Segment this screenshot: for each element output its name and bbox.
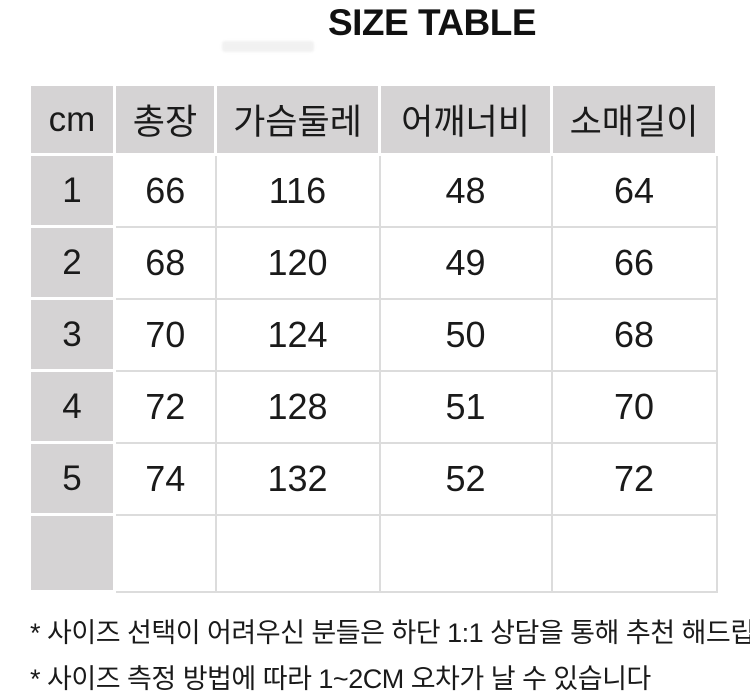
measurement-cell (214, 513, 381, 593)
footnote-measurement-tolerance: * 사이즈 측정 방법에 따라 1~2CM 오차가 날 수 있습니다 (30, 664, 651, 694)
size-label-cell: 5 (28, 441, 116, 516)
column-header-chest: 가슴둘레 (214, 83, 381, 156)
measurement-cell (378, 513, 553, 593)
measurement-cell: 68 (550, 297, 718, 372)
measurement-cell (113, 513, 217, 593)
column-header-shoulder: 어깨너비 (378, 83, 553, 156)
table-row-empty (28, 513, 718, 593)
measurement-cell: 64 (550, 153, 718, 228)
measurement-cell: 66 (113, 153, 217, 228)
measurement-cell: 128 (214, 369, 381, 444)
measurement-cell (550, 513, 718, 593)
page-title: SIZE TABLE (327, 2, 537, 43)
table-row: 4 72 128 51 70 (28, 369, 718, 444)
size-label-cell: 4 (28, 369, 116, 444)
measurement-cell: 52 (378, 441, 553, 516)
size-label-cell: 1 (28, 153, 116, 228)
measurement-cell: 68 (113, 225, 217, 300)
size-table: cm 총장 가슴둘레 어깨너비 소매길이 1 66 116 48 64 2 68… (28, 83, 718, 593)
measurement-cell: 66 (550, 225, 718, 300)
size-label-cell: 3 (28, 297, 116, 372)
unit-header-cell: cm (28, 83, 116, 156)
size-label-cell: 2 (28, 225, 116, 300)
table-row: 2 68 120 49 66 (28, 225, 718, 300)
column-header-total-length: 총장 (113, 83, 217, 156)
size-label-cell (28, 513, 116, 593)
column-header-sleeve: 소매길이 (550, 83, 718, 156)
table-row: 5 74 132 52 72 (28, 441, 718, 516)
measurement-cell: 116 (214, 153, 381, 228)
measurement-cell: 51 (378, 369, 553, 444)
measurement-cell: 70 (113, 297, 217, 372)
measurement-cell: 70 (550, 369, 718, 444)
measurement-cell: 72 (113, 369, 217, 444)
measurement-cell: 48 (378, 153, 553, 228)
table-header-row: cm 총장 가슴둘레 어깨너비 소매길이 (28, 83, 718, 156)
faint-watermark (222, 41, 314, 52)
measurement-cell: 72 (550, 441, 718, 516)
measurement-cell: 132 (214, 441, 381, 516)
measurement-cell: 120 (214, 225, 381, 300)
table-row: 3 70 124 50 68 (28, 297, 718, 372)
table-row: 1 66 116 48 64 (28, 153, 718, 228)
measurement-cell: 50 (378, 297, 553, 372)
measurement-cell: 74 (113, 441, 217, 516)
measurement-cell: 124 (214, 297, 381, 372)
footnote-size-recommendation: * 사이즈 선택이 어려우신 분들은 하단 1:1 상담을 통해 추천 해드립니… (30, 618, 750, 648)
measurement-cell: 49 (378, 225, 553, 300)
